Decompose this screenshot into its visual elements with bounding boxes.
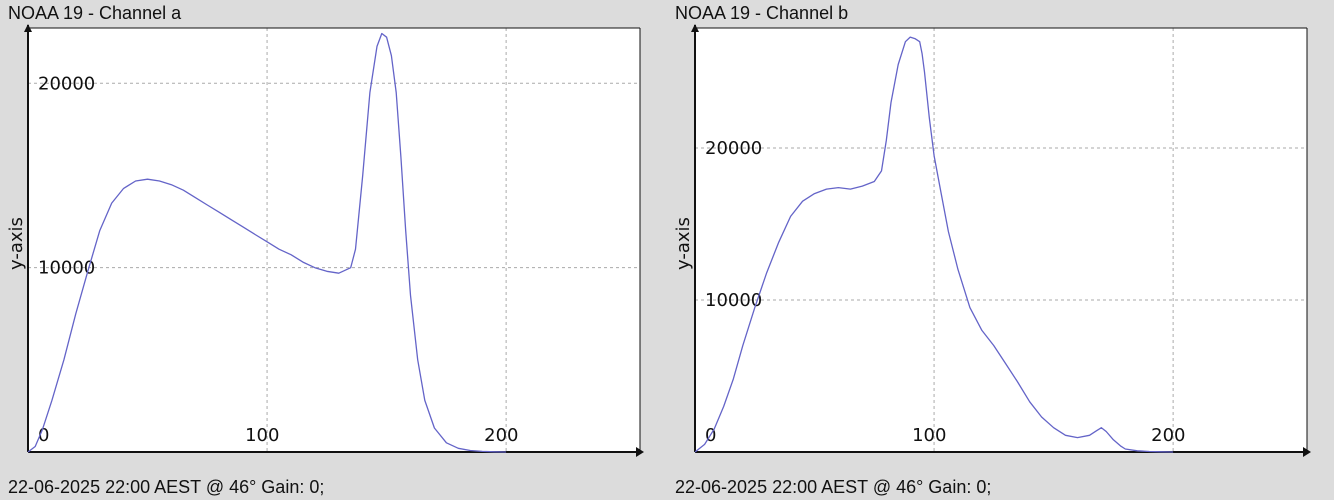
y-axis-arrow	[691, 24, 699, 32]
x-axis-arrow	[636, 447, 644, 457]
y-tick-label: 20000	[705, 138, 762, 159]
x-tick-label: 100	[245, 425, 279, 446]
plot-area	[695, 28, 1307, 452]
x-tick-label: 0	[38, 425, 49, 446]
y-axis-arrow	[24, 24, 32, 32]
series-line	[27, 32, 507, 453]
chart-title: NOAA 19 - Channel a	[8, 3, 182, 23]
y-tick-label: 10000	[705, 290, 762, 311]
x-tick-label: 100	[912, 425, 946, 446]
series-line	[694, 36, 1174, 453]
y-axis-label: y-axis	[6, 217, 27, 270]
chart-panel-b: NOAA 19 - Channel b 0 100 200 10000 20000 y-a…	[667, 0, 1327, 500]
chart-title: NOAA 19 - Channel b	[675, 3, 849, 23]
x-tick-label: 200	[484, 425, 518, 446]
x-axis-arrow	[1303, 447, 1311, 457]
chart-footer: 22-06-2025 22:00 AEST @ 46° Gain: 0;	[8, 477, 325, 497]
y-tick-label: 10000	[38, 258, 95, 279]
x-tick-label: 200	[1151, 425, 1185, 446]
chart-footer: 22-06-2025 22:00 AEST @ 46° Gain: 0;	[675, 477, 992, 497]
chart-panel-a: NOAA 19 - Channel a 0 100 200 10000 20000 y-a…	[0, 0, 660, 500]
chart-plot: 0 100 200 10000 20000 y-axis	[6, 24, 644, 457]
plot-area	[28, 28, 640, 452]
y-tick-label: 20000	[38, 73, 95, 94]
y-axis-label: y-axis	[673, 217, 694, 270]
